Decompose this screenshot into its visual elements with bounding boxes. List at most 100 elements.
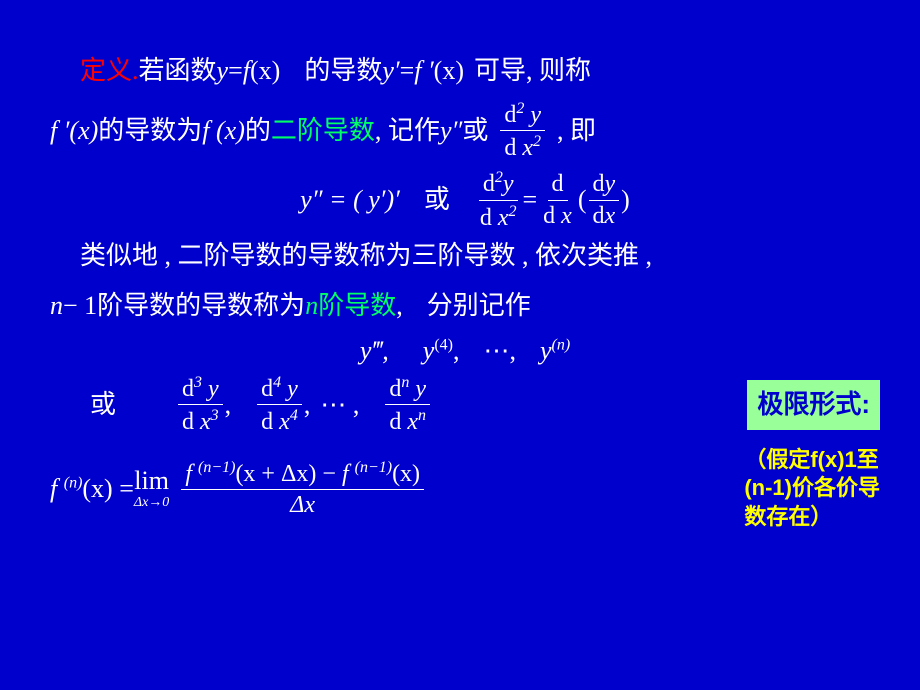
math: f ′ (414, 50, 433, 92)
green-term: 阶导数 (318, 285, 396, 327)
text: 类似地 , 二阶导数的导数称为三阶导数 , 依次类推 , (80, 235, 652, 277)
d: d (504, 102, 516, 128)
minus1: − 1 (63, 285, 97, 327)
f: f (50, 474, 64, 503)
d: d (389, 409, 407, 435)
rp: ) (621, 179, 630, 221)
x: x (522, 135, 533, 161)
math: f (243, 50, 250, 92)
text: 或 (90, 384, 116, 426)
fraction: d2y d x2 (476, 169, 521, 231)
math: y″ = ( y′)′ (300, 179, 400, 221)
line-8: f (n)(x) = lim Δx→0 f (n−1)(x + Δx) − f … (50, 446, 880, 532)
math: f (x) (202, 110, 245, 152)
y: y (605, 171, 616, 197)
text: 的导数为 (98, 110, 202, 152)
slide-content: 定义. 若函数 y = f (x) 的导数 y′ = f ′ (x) 可导, 则… (0, 0, 920, 560)
fraction: dy dx (589, 171, 620, 229)
math: y (217, 50, 229, 92)
d: d (480, 205, 498, 231)
text: , 记作 (375, 110, 440, 152)
d: d (504, 135, 522, 161)
line-5: n − 1 阶导数的导数称为 n 阶导数 , 分别记作 (50, 285, 880, 327)
math: f ′(x) (50, 110, 98, 152)
limit: lim Δx→0 (134, 468, 169, 510)
f: f (342, 461, 355, 487)
sup: 2 (533, 133, 541, 150)
d: d (483, 171, 495, 197)
lim: lim (134, 468, 169, 494)
d: d (548, 171, 568, 200)
y: y (524, 102, 541, 128)
fraction: d d x (539, 171, 576, 229)
math: (x) (434, 50, 464, 92)
line-2: f ′(x) 的导数为 f (x) 的 二阶导数 , 记作 y″ 或 d2 y … (50, 100, 880, 162)
sup: (n−1) (198, 459, 235, 476)
y: y (202, 376, 219, 402)
text: 可导, 则称 (474, 50, 591, 92)
eq: (x) = (82, 474, 133, 503)
text: , 即 (557, 110, 596, 152)
math: = (400, 50, 415, 92)
dots: ⋯ , (320, 384, 359, 426)
y: y (281, 376, 298, 402)
green-n: n (305, 285, 318, 327)
arg: (x + Δx) − (235, 461, 342, 487)
d: d (182, 376, 194, 402)
sup: (n−1) (355, 459, 392, 476)
eq: = (523, 179, 538, 221)
y3prime: y‴, (360, 330, 389, 372)
fraction: d3 y d x3 (178, 374, 223, 436)
y: y (503, 171, 514, 197)
y4: y(4), (423, 330, 460, 372)
line-1: 定义. 若函数 y = f (x) 的导数 y′ = f ′ (x) 可导, 则… (80, 50, 880, 92)
sup: 2 (495, 169, 503, 186)
x: x (561, 203, 572, 229)
d: d (593, 171, 605, 197)
note-line: (n-1)价各价导 (744, 475, 880, 500)
note-line: （假定f(x)1至 (744, 447, 878, 472)
text: 或 (462, 110, 488, 152)
n: n (50, 285, 63, 327)
comma: , (304, 384, 311, 426)
sup: (n) (552, 337, 571, 354)
dx: Δx (286, 490, 319, 518)
sup: (4) (434, 337, 453, 354)
text: 阶导数的导数称为 (97, 285, 305, 327)
sup: 4 (273, 374, 281, 391)
x: x (407, 409, 418, 435)
assumption-note: （假定f(x)1至 (n-1)价各价导 数存在） (744, 446, 880, 532)
fraction: d2 y d x2 (500, 100, 545, 162)
math: y′ (382, 50, 399, 92)
sup: 3 (194, 374, 202, 391)
line-7: 或 d3 y d x3 , d4 y d x4 , ⋯ , dn y d xn … (50, 374, 880, 436)
dots: ⋯, (483, 330, 516, 372)
line-6: y‴, y(4), ⋯, y(n) (50, 330, 880, 372)
sup: n (418, 407, 426, 424)
limit-form-box: 极限形式: (747, 380, 880, 430)
y: y (540, 336, 552, 365)
y: y (423, 336, 435, 365)
text: 的导数 (304, 50, 382, 92)
math: y″ (440, 110, 462, 152)
yn: y(n) (540, 330, 570, 372)
math: = (228, 50, 243, 92)
comma: , (396, 285, 403, 327)
sup: 3 (211, 407, 219, 424)
text: 的 (245, 110, 271, 152)
def-label: 定义. (80, 50, 139, 92)
comma: , (453, 336, 460, 365)
line-3: y″ = ( y′)′ 或 d2y d x2 = d d x ( dy dx ) (50, 169, 880, 231)
d: d (389, 376, 401, 402)
d: d (261, 376, 273, 402)
sup: 4 (290, 407, 298, 424)
lim-sub: Δx→0 (134, 496, 169, 510)
lp: ( (578, 179, 587, 221)
sup: (n) (64, 474, 83, 491)
f: f (185, 461, 198, 487)
fraction: d4 y d x4 (257, 374, 302, 436)
text: 或 (424, 179, 450, 221)
line-4: 类似地 , 二阶导数的导数称为三阶导数 , 依次类推 , (80, 235, 880, 277)
d: d (543, 203, 561, 229)
note-line: 数存在） (744, 504, 832, 529)
